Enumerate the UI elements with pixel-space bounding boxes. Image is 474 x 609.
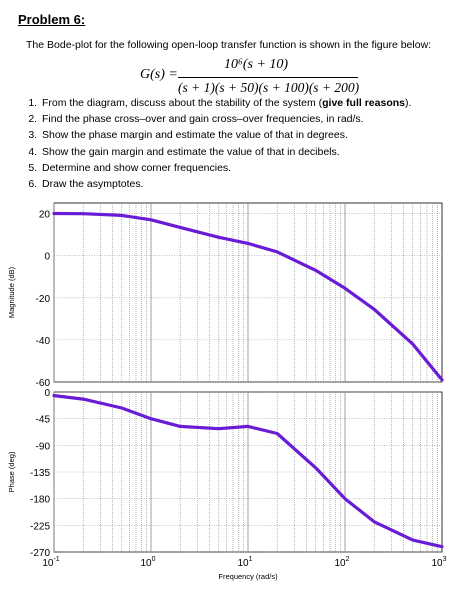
phase-curve (52, 394, 444, 549)
y-tick-label: -40 (36, 336, 51, 347)
y-tick-label: -45 (36, 415, 51, 426)
x-tick-label: 102 (334, 556, 349, 569)
question-item: Draw the asymptotes. (40, 176, 411, 192)
phase-axis-label: Phase (deg) (7, 451, 16, 492)
y-tick-label: -225 (30, 521, 50, 532)
y-tick-label: -135 (30, 468, 50, 479)
x-tick-label: 10-1 (42, 556, 59, 569)
question-item: Show the phase margin and estimate the v… (40, 127, 411, 143)
magnitude-axis-label: Magnitude (dB) (7, 266, 16, 318)
question-item: From the diagram, discuss about the stab… (40, 95, 411, 111)
question-list: From the diagram, discuss about the stab… (20, 95, 411, 192)
y-tick-label: -270 (30, 548, 50, 559)
tf-fraction-bar (178, 77, 358, 78)
magnitude-curve (52, 211, 444, 382)
y-tick-label: -20 (36, 294, 51, 305)
tf-denominator: (s + 1)(s + 50)(s + 100)(s + 200) (178, 80, 360, 95)
tf-lhs: G(s) = (140, 67, 178, 82)
frequency-axis-label: Frequency (rad/s) (218, 572, 278, 581)
transfer-function: G(s) = 10⁶(s + 10) (s + 1)(s + 50)(s + 1… (140, 57, 360, 95)
y-tick-label: 20 (39, 210, 51, 221)
y-tick-label: -60 (36, 378, 51, 389)
problem-intro: The Bode-plot for the following open-loo… (26, 39, 432, 51)
problem-title: Problem 6: (18, 12, 86, 27)
x-tick-label: 100 (140, 556, 155, 569)
y-tick-label: 0 (44, 252, 50, 263)
y-tick-label: 0 (44, 388, 50, 399)
y-tick-label: -180 (30, 495, 50, 506)
x-tick-label: 101 (237, 556, 252, 569)
question-item: Show the gain margin and estimate the va… (40, 144, 411, 160)
x-tick-label: 103 (431, 556, 446, 569)
tf-numerator: 10⁶(s + 10) (224, 57, 289, 72)
y-tick-label: -90 (36, 441, 51, 452)
question-item: Determine and show corner frequencies. (40, 160, 411, 176)
question-item: Find the phase cross–over and gain cross… (40, 111, 411, 127)
